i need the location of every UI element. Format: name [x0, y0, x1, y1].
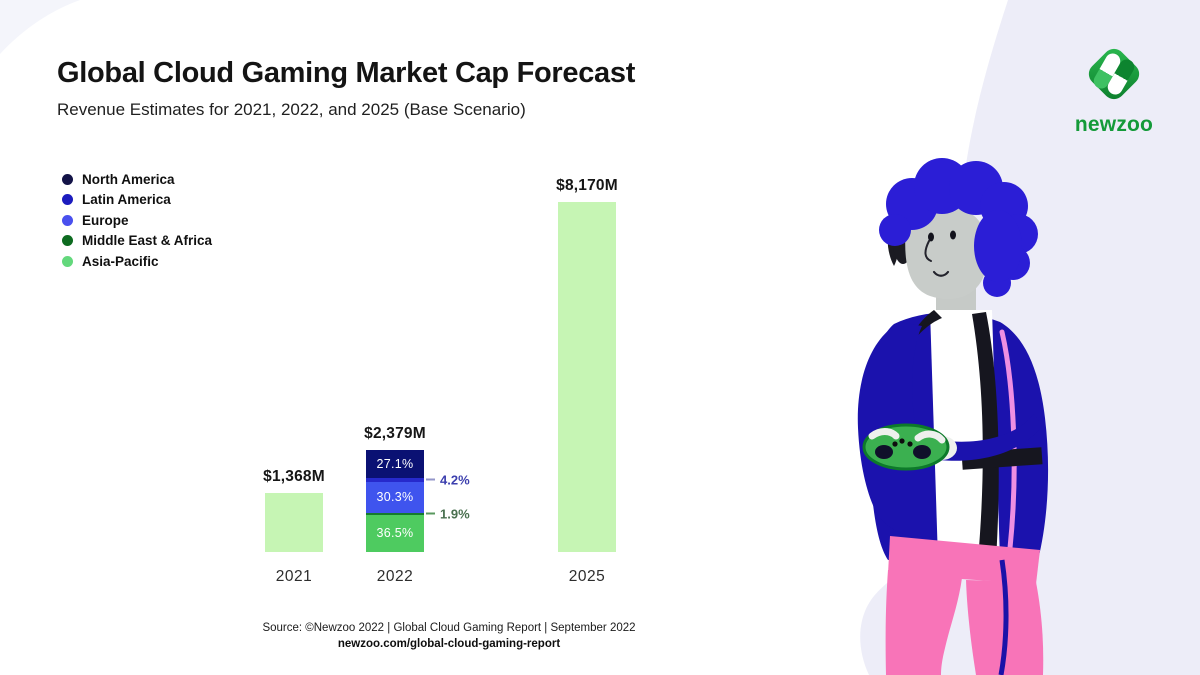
- legend-label: North America: [82, 171, 175, 187]
- gamer-illustration: [857, 158, 1049, 675]
- bar-segment-north-america: 27.1%: [366, 449, 424, 478]
- segment-label: 27.1%: [376, 456, 414, 471]
- chart-legend: North America Latin America Europe Middl…: [62, 169, 212, 272]
- legend-dot: [62, 235, 73, 247]
- background-blob: [860, 0, 1200, 675]
- newzoo-logo-icon: [1088, 48, 1140, 100]
- face: [905, 206, 988, 300]
- jacket-lapel-right: [972, 312, 999, 560]
- mouth: [932, 270, 950, 277]
- legend-item-north-america: North America: [62, 169, 212, 190]
- legend-dot: [62, 255, 73, 267]
- bar-value-label: $8,170M: [556, 176, 618, 194]
- footer: Source: ©Newzoo 2022 | Global Cloud Gami…: [149, 622, 749, 650]
- game-controller: [862, 423, 950, 471]
- bar-2021: $1,368M: [263, 468, 325, 552]
- report-link-text: newzoo.com/global-cloud-gaming-report: [337, 638, 561, 650]
- pants-leg-left: [885, 570, 962, 675]
- bar-segment-asia-pacific: 36.5%: [366, 514, 424, 552]
- newzoo-logo: newzoo: [1074, 44, 1154, 137]
- page-subtitle: Revenue Estimates for 2021, 2022, and 20…: [57, 100, 526, 119]
- bar-segment-europe: 30.3%: [366, 481, 424, 513]
- legend-dot: [62, 173, 73, 185]
- legend-label: Latin America: [82, 192, 171, 208]
- legend-dot: [62, 214, 73, 226]
- forearm-right: [938, 414, 1042, 461]
- nose: [924, 240, 932, 262]
- callout-middle-east-africa: 1.9%: [426, 506, 470, 521]
- legend-dot: [62, 194, 73, 206]
- bar-segment-middle-east-africa: [366, 512, 424, 515]
- callout-tick: [426, 478, 435, 481]
- legend-label: Asia-Pacific: [82, 253, 159, 269]
- eye-left: [928, 232, 934, 242]
- jacket-stripe: [999, 329, 1017, 551]
- legend-item-latin-america: Latin America: [62, 190, 212, 211]
- legend-label: Europe: [82, 212, 129, 228]
- newzoo-logo-text: newzoo: [1074, 113, 1154, 136]
- legend-item-middle-east-africa: Middle East & Africa: [62, 231, 212, 252]
- corner-accent-shape: [0, 0, 80, 54]
- bar-segment-latin-america: [366, 477, 424, 482]
- eye-right: [950, 230, 956, 240]
- segment-label: 30.3%: [376, 490, 414, 505]
- bar-2025: $8,170M: [556, 177, 618, 552]
- page-title: Global Cloud Gaming Market Cap Forecast: [57, 57, 636, 89]
- axis-label-2021: 2021: [275, 568, 313, 585]
- bar-value-label: $2,379M: [364, 424, 426, 442]
- legend-item-europe: Europe: [62, 210, 212, 231]
- bar-2022-stacked: $2,379M 27.1% 4.2% 30.3% 1.9% 36.5%: [364, 425, 470, 552]
- legend-label: Middle East & Africa: [82, 233, 213, 249]
- source-text: Source: ©Newzoo 2022 | Global Cloud Gami…: [262, 622, 636, 634]
- axis-label-2022: 2022: [376, 568, 414, 585]
- axis-label-2025: 2025: [568, 568, 606, 585]
- callout-label: 4.2%: [440, 472, 470, 488]
- legend-item-asia-pacific: Asia-Pacific: [62, 251, 212, 272]
- jacket-lapel-left: [906, 310, 942, 350]
- pants-stripe: [998, 559, 1009, 675]
- bar-value-label: $1,368M: [263, 468, 325, 486]
- callout-latin-america: 4.2%: [426, 472, 470, 487]
- hair: [879, 158, 1038, 297]
- callout-label: 1.9%: [440, 506, 470, 522]
- segment-label: 36.5%: [376, 526, 414, 541]
- callout-tick: [426, 512, 435, 515]
